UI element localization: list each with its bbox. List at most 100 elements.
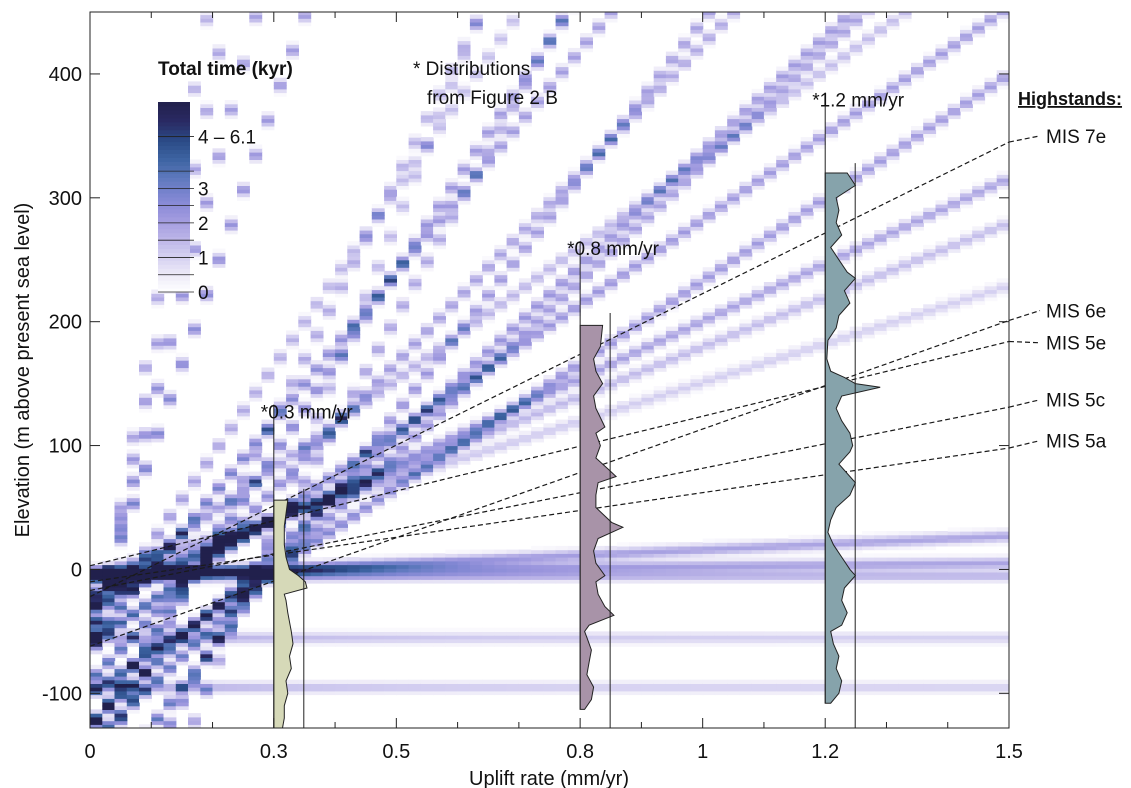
heatmap-cell xyxy=(420,568,434,573)
heatmap-cell xyxy=(396,211,410,216)
heatmap-cell xyxy=(531,66,544,71)
colorbar-swatch xyxy=(158,216,190,222)
heatmap-cell xyxy=(457,375,471,380)
heatmap-cell xyxy=(690,687,704,692)
heatmap-cell xyxy=(224,430,238,435)
heatmap-cell xyxy=(151,623,165,629)
heatmap-cell xyxy=(862,166,875,172)
heatmap-cell xyxy=(898,77,912,82)
heatmap-cell xyxy=(592,296,606,302)
heatmap-cell xyxy=(188,248,201,253)
heatmap-cell xyxy=(371,553,385,558)
heatmap-cell xyxy=(237,579,250,584)
heatmap-cell xyxy=(812,575,826,580)
heatmap-cell xyxy=(543,560,557,566)
heatmap-cell xyxy=(335,486,348,491)
heatmap-cell xyxy=(310,516,324,521)
heatmap-cell xyxy=(531,683,544,688)
heatmap-cell xyxy=(188,616,201,621)
heatmap-cell xyxy=(322,352,336,357)
heatmap-cell xyxy=(433,419,446,424)
heatmap-cell xyxy=(580,44,593,49)
heatmap-cell xyxy=(90,627,103,632)
heatmap-cell xyxy=(494,129,508,134)
heatmap-cell xyxy=(518,557,532,562)
heatmap-cell xyxy=(188,575,201,580)
heatmap-cell xyxy=(531,638,544,644)
heatmap-cell xyxy=(812,137,826,142)
heatmap-cell xyxy=(935,241,949,246)
heatmap-cell xyxy=(653,81,667,86)
heatmap-cell xyxy=(457,631,471,636)
heatmap-cell xyxy=(433,352,446,357)
heatmap-cell xyxy=(114,631,128,636)
heatmap-cell xyxy=(408,471,422,476)
heatmap-cell xyxy=(678,174,692,179)
heatmap-cell xyxy=(849,545,863,551)
heatmap-cell xyxy=(788,568,802,573)
heatmap-cell xyxy=(457,92,471,97)
heatmap-cell xyxy=(188,661,201,666)
heatmap-cell xyxy=(592,690,606,696)
heatmap-cell xyxy=(212,148,226,153)
heatmap-cell xyxy=(102,664,116,670)
heatmap-cell xyxy=(923,568,937,573)
heatmap-cell xyxy=(629,204,642,209)
heatmap-cell xyxy=(935,47,949,53)
heatmap-cell xyxy=(371,352,385,357)
heatmap-cell xyxy=(960,538,973,543)
heatmap-cell xyxy=(359,627,373,632)
heatmap-cell xyxy=(310,389,324,395)
heatmap-cell xyxy=(457,55,471,60)
heatmap-cell xyxy=(347,486,361,491)
heatmap-cell xyxy=(727,326,741,331)
heatmap-cell xyxy=(567,557,581,562)
heatmap-cell xyxy=(384,460,397,465)
heatmap-cell xyxy=(543,575,557,580)
heatmap-cell xyxy=(592,289,606,294)
heatmap-cell xyxy=(469,73,483,79)
heatmap-cell xyxy=(408,170,422,175)
heatmap-cell xyxy=(984,189,998,194)
heatmap-cell xyxy=(261,516,275,521)
heatmap-cell xyxy=(433,631,446,636)
heatmap-cell xyxy=(310,493,324,499)
heatmap-cell xyxy=(469,642,483,647)
heatmap-cell xyxy=(224,623,238,629)
heatmap-cell xyxy=(298,412,312,417)
heatmap-cell xyxy=(690,215,704,220)
heatmap-cell xyxy=(384,571,397,577)
heatmap-cell xyxy=(616,683,630,688)
highstand-leader xyxy=(1008,399,1041,408)
heatmap-cell xyxy=(90,676,103,681)
heatmap-cell xyxy=(825,126,839,131)
heatmap-cell xyxy=(678,285,692,291)
heatmap-cell xyxy=(616,241,630,246)
heatmap-cell xyxy=(935,126,949,131)
heatmap-cell xyxy=(408,393,422,398)
heatmap-cell xyxy=(469,579,483,584)
heatmap-cell xyxy=(592,679,606,684)
heatmap-cell xyxy=(335,635,348,640)
heatmap-cell xyxy=(751,241,765,246)
heatmap-cell xyxy=(482,549,495,554)
heatmap-cell xyxy=(212,650,226,655)
heatmap-cell xyxy=(800,308,814,313)
heatmap-cell xyxy=(837,33,851,38)
heatmap-cell xyxy=(457,47,471,53)
heatmap-cell xyxy=(960,107,973,112)
heatmap-cell xyxy=(371,471,385,476)
heatmap-cell xyxy=(972,233,986,238)
heatmap-cell xyxy=(163,597,177,603)
heatmap-cell xyxy=(237,62,250,68)
heatmap-cell xyxy=(200,505,214,510)
heatmap-cell xyxy=(261,635,275,640)
heatmap-cell xyxy=(690,274,704,279)
heatmap-cell xyxy=(420,222,434,227)
heatmap-cell xyxy=(531,412,544,417)
heatmap-cell xyxy=(690,382,704,387)
heatmap-cell xyxy=(298,449,312,454)
heatmap-cell xyxy=(641,200,655,205)
heatmap-cell xyxy=(347,571,361,577)
heatmap-cell xyxy=(604,386,618,391)
